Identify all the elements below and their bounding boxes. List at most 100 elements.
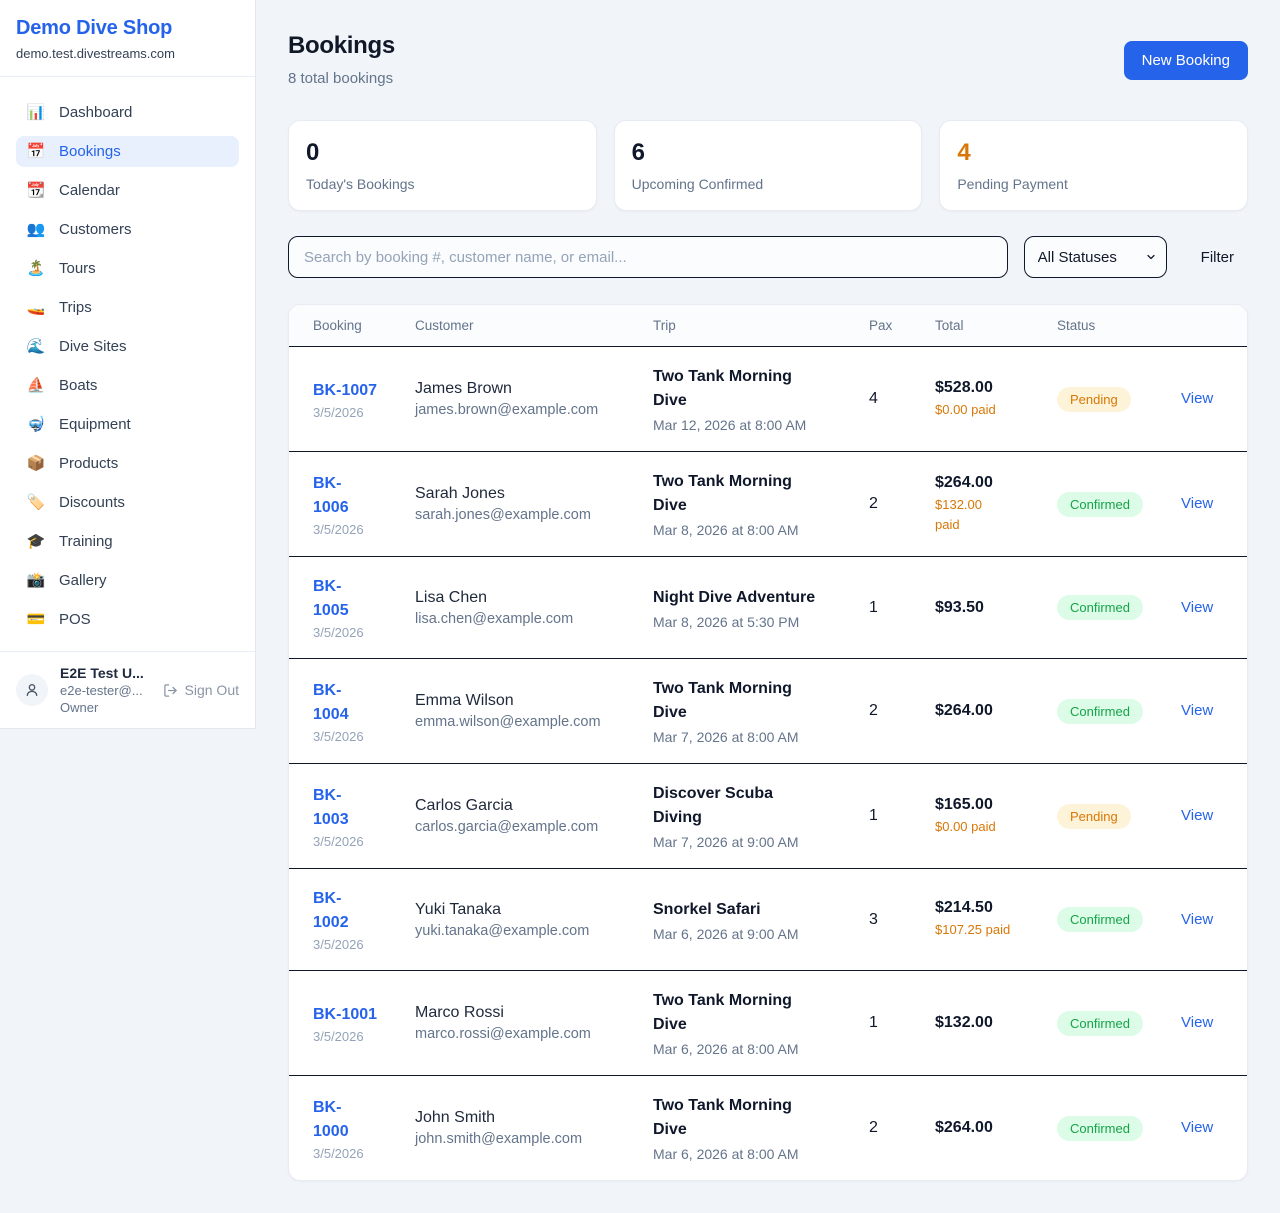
sidebar-item-pos[interactable]: 💳 POS [16, 604, 239, 635]
trip-name: Two Tank Morning Dive [653, 368, 792, 409]
trip-name: Two Tank Morning Dive [653, 680, 792, 721]
column-header-pax: Pax [869, 318, 893, 333]
sidebar-item-training[interactable]: 🎓 Training [16, 526, 239, 557]
customer-email: yuki.tanaka@example.com [415, 922, 590, 939]
sidebar-item-label: Calendar [59, 182, 120, 199]
booking-id-link[interactable]: BK- 1004 [313, 681, 349, 723]
bookings-table: Booking Customer Trip Pax Total Status B… [288, 304, 1248, 1181]
trip-name: Discover Scuba Diving [653, 785, 774, 826]
paid-amount: $0.00 paid [935, 818, 996, 834]
sidebar-item-gallery[interactable]: 📸 Gallery [16, 565, 239, 596]
sign-out-button[interactable]: Sign Out [163, 682, 239, 698]
sidebar-item-trips[interactable]: 🚤 Trips [16, 292, 239, 323]
page-subtitle: 8 total bookings [288, 70, 394, 87]
user-section: E2E Test U... e2e-tester@... Owner Sign … [0, 651, 255, 728]
view-link[interactable]: View [1181, 1014, 1214, 1031]
controls-row: All Statuses Filter [288, 236, 1248, 278]
booking-id-link[interactable]: BK- 1003 [313, 786, 349, 828]
booking-date: 3/5/2026 [313, 404, 364, 420]
sidebar-item-boats[interactable]: ⛵ Boats [16, 370, 239, 401]
customer-email: carlos.garcia@example.com [415, 819, 599, 835]
customers-icon: 👥 [26, 221, 46, 238]
status-badge: Pending [1057, 386, 1131, 412]
sidebar-item-products[interactable]: 📦 Products [16, 448, 239, 479]
status-badge: Confirmed [1057, 595, 1143, 620]
stat-card-pending-payment: 4 Pending Payment [939, 120, 1248, 211]
total-amount: $93.50 [935, 598, 984, 616]
column-header-status: Status [1057, 318, 1096, 333]
column-header-booking: Booking [313, 318, 362, 333]
avatar [16, 674, 48, 706]
booking-id-link[interactable]: BK- 1002 [313, 890, 349, 931]
pax-count: 4 [869, 390, 878, 407]
credit-card-icon: 💳 [26, 611, 46, 628]
booking-id-link[interactable]: BK-1007 [313, 381, 378, 399]
sidebar-item-tours[interactable]: 🏝️ Tours [16, 253, 239, 284]
paid-amount: $132.00 paid [935, 497, 982, 532]
customer-email: lisa.chen@example.com [415, 610, 574, 627]
filter-button[interactable]: Filter [1183, 249, 1248, 266]
search-input[interactable] [288, 236, 1008, 278]
view-link[interactable]: View [1181, 598, 1214, 616]
table-row: BK- 1002 3/5/2026 Yuki Tanaka yuki.tanak… [289, 869, 1247, 971]
bookings-calendar-icon: 📅 [26, 143, 46, 160]
table-row: BK- 1006 3/5/2026 Sarah Jones sarah.jone… [289, 452, 1247, 557]
pax-count: 1 [869, 807, 878, 824]
trip-name: Snorkel Safari [653, 900, 761, 918]
stat-label: Pending Payment [957, 176, 1068, 192]
package-icon: 📦 [26, 455, 46, 472]
view-link[interactable]: View [1181, 1119, 1214, 1136]
sidebar-item-discounts[interactable]: 🏷️ Discounts [16, 487, 239, 518]
booking-date: 3/5/2026 [313, 521, 364, 537]
pax-count: 1 [869, 598, 878, 616]
booking-id-link[interactable]: BK- 1006 [313, 474, 349, 516]
pax-count: 3 [869, 910, 878, 928]
trip-name: Two Tank Morning Dive [653, 992, 792, 1033]
total-amount: $214.50 [935, 899, 993, 917]
sidebar-item-label: Tours [59, 260, 96, 277]
sidebar-item-customers[interactable]: 👥 Customers [16, 214, 239, 245]
paid-amount: $0.00 paid [935, 401, 996, 417]
page-title: Bookings [288, 32, 395, 59]
user-email: e2e-tester@... [60, 683, 143, 698]
tag-icon: 🏷️ [26, 494, 46, 511]
new-booking-button[interactable]: New Booking [1123, 41, 1248, 80]
trip-name: Two Tank Morning Dive [653, 1097, 792, 1138]
booking-id-link[interactable]: BK- 1005 [313, 578, 349, 619]
status-filter-select[interactable]: All Statuses [1023, 236, 1167, 278]
sidebar-item-dive-sites[interactable]: 🌊 Dive Sites [16, 331, 239, 362]
sidebar-item-label: POS [59, 611, 91, 628]
sidebar-item-label: Boats [59, 377, 98, 394]
total-amount: $264.00 [935, 1119, 993, 1136]
sidebar-item-bookings[interactable]: 📅 Bookings [16, 136, 239, 167]
trip-name: Two Tank Morning Dive [653, 473, 792, 514]
sidebar-item-label: Training [59, 533, 113, 550]
sidebar-item-calendar[interactable]: 📆 Calendar [16, 175, 239, 206]
brand-name: Demo Dive Shop [16, 17, 173, 39]
stat-value: 4 [957, 139, 971, 166]
trip-datetime: Mar 6, 2026 at 8:00 AM [653, 1146, 799, 1162]
booking-id-link[interactable]: BK- 1000 [313, 1098, 349, 1140]
customer-email: emma.wilson@example.com [415, 714, 601, 730]
table-row: BK- 1000 3/5/2026 John Smith john.smith@… [289, 1076, 1247, 1180]
sidebar-item-equipment[interactable]: 🤿 Equipment [16, 409, 239, 440]
sidebar-item-label: Bookings [59, 143, 121, 160]
sign-out-label: Sign Out [184, 682, 239, 698]
trip-datetime: Mar 8, 2026 at 8:00 AM [653, 522, 799, 538]
column-header-trip: Trip [653, 318, 676, 333]
sidebar-item-label: Products [59, 455, 119, 472]
view-link[interactable]: View [1181, 495, 1214, 512]
pax-count: 2 [869, 1119, 878, 1136]
customer-name: Emma Wilson [415, 692, 514, 709]
status-badge: Confirmed [1057, 491, 1143, 517]
speedboat-icon: 🚤 [26, 299, 46, 316]
view-link[interactable]: View [1181, 390, 1214, 407]
view-link[interactable]: View [1181, 807, 1214, 824]
trip-datetime: Mar 6, 2026 at 8:00 AM [653, 1041, 799, 1057]
view-link[interactable]: View [1181, 910, 1214, 928]
booking-id-link[interactable]: BK-1001 [313, 1005, 378, 1023]
view-link[interactable]: View [1181, 702, 1214, 719]
sidebar-item-dashboard[interactable]: 📊 Dashboard [16, 97, 239, 128]
person-icon [26, 684, 38, 696]
booking-date: 3/5/2026 [313, 937, 364, 952]
